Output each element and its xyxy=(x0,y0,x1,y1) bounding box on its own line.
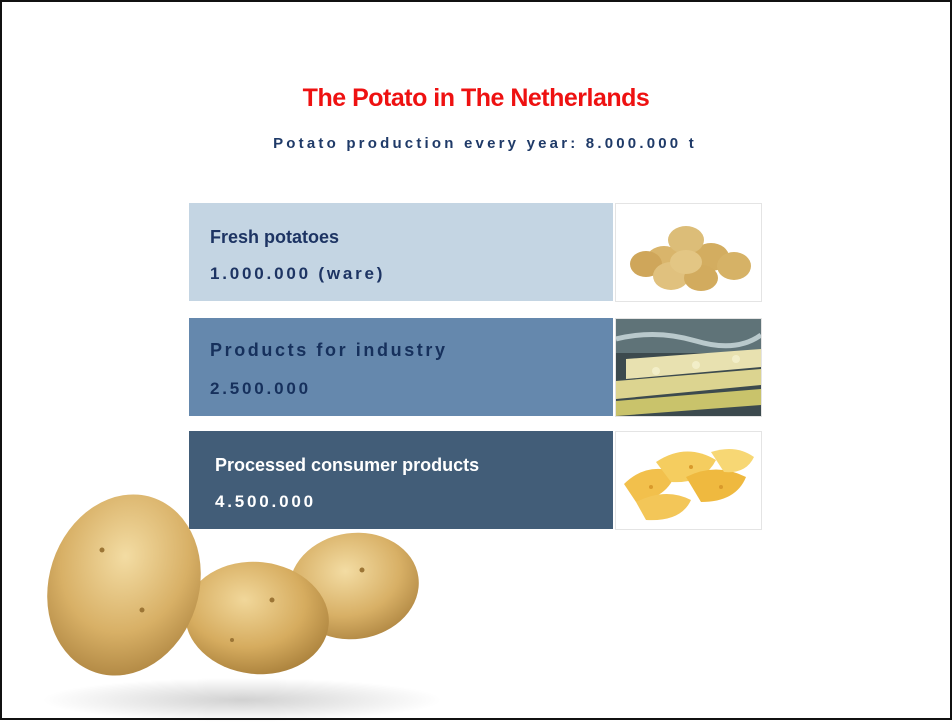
category-row-industry: Products for industry 2.500.000 xyxy=(189,318,762,417)
category-value: 2.500.000 xyxy=(210,379,311,398)
slide-subtitle: Potato production every year: 8.000.000 … xyxy=(273,135,697,152)
three-potatoes-image xyxy=(32,490,452,722)
category-label-box: Fresh potatoes 1.000.000 (ware) xyxy=(189,203,613,301)
category-name: Fresh potatoes xyxy=(210,227,340,247)
category-value: 1.000.000 (ware) xyxy=(210,264,386,283)
category-label-box: Products for industry 2.500.000 xyxy=(189,318,613,416)
category-value: 4.500.000 xyxy=(215,492,316,511)
category-name: Processed consumer products xyxy=(215,455,480,475)
category-name: Products for industry xyxy=(210,340,448,360)
category-row-consumer: Processed consumer products 4.500.000 xyxy=(189,431,762,530)
category-row-fresh: Fresh potatoes 1.000.000 (ware) xyxy=(189,203,762,302)
potato-chips-image xyxy=(615,431,762,530)
slide-title: The Potato in The Netherlands xyxy=(302,84,650,112)
potatoes-pile-image xyxy=(615,203,762,302)
category-label-box: Processed consumer products 4.500.000 xyxy=(189,431,613,529)
factory-line-image xyxy=(615,318,762,417)
